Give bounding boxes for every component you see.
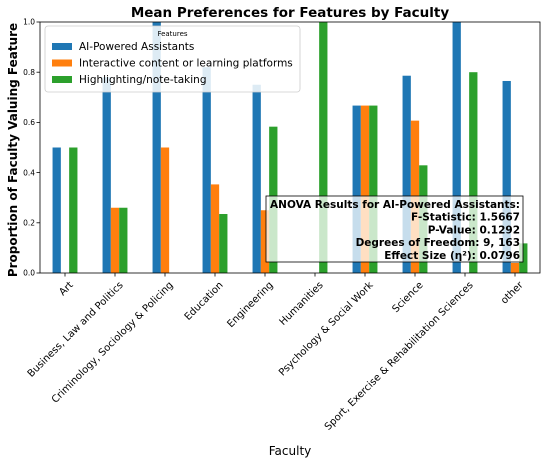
- y-ticks-group: 0.0 0.2 0.4 0.6 0.8 1.0: [23, 18, 40, 278]
- y-tick-label: 0.4: [23, 168, 35, 177]
- plot-frame: [39, 21, 541, 274]
- bar-2-3: [160, 147, 170, 273]
- x-tick-label: Humanities: [278, 280, 326, 328]
- bar-1-8: [402, 75, 411, 274]
- legend-label: Highlighting/note-taking: [79, 74, 207, 86]
- y-tick-label: 0.8: [23, 68, 35, 77]
- bar-1-9: [452, 22, 461, 273]
- y-tick-label: 0.6: [23, 118, 35, 127]
- anova-line: ANOVA Results for AI-Powered Assistants:: [270, 199, 520, 211]
- bar-2-5: [260, 210, 270, 273]
- bar-3-9: [469, 72, 478, 273]
- anova-line: Effect Size (η²): 0.0796: [384, 250, 520, 262]
- x-tick-label: Psychology & Social Work: [277, 280, 376, 379]
- bar-1-1: [52, 147, 61, 273]
- legend: Features AI-Powered Assistants Interactive…: [44, 25, 301, 93]
- anova-line: Degrees of Freedom: 9, 163: [356, 237, 520, 249]
- bar-2-7: [360, 105, 370, 273]
- bar-1-5: [252, 84, 261, 273]
- bar-3-1: [69, 147, 78, 273]
- x-tick-label: Art: [57, 280, 75, 298]
- bar-1-3: [152, 22, 161, 273]
- bar-1-10: [502, 80, 511, 273]
- legend-title: Features: [157, 30, 187, 38]
- legend-label: AI-Powered Assistants: [79, 41, 194, 53]
- anova-line: F-Statistic: 1.5667: [411, 212, 520, 224]
- x-tick-label: Engineering: [225, 280, 275, 330]
- bar-3-2: [119, 207, 128, 273]
- legend-swatch: [52, 59, 72, 67]
- anova-box: [265, 195, 524, 263]
- bar-1-4: [202, 67, 211, 274]
- x-tick-label: Business, Law and Politics: [26, 280, 126, 380]
- y-axis-label: Proportion of Faculty Valuing Feature: [6, 23, 20, 277]
- bar-1-7: [352, 105, 361, 273]
- chart-title: Mean Preferences for Features by Faculty: [131, 5, 450, 21]
- anova-line: P-Value: 0.1292: [428, 224, 520, 236]
- axes-group: [39, 21, 541, 274]
- bar-2-4: [210, 184, 220, 273]
- y-tick-label: 0.0: [23, 269, 35, 278]
- legend-swatch: [52, 43, 72, 50]
- bar-2-2: [110, 207, 120, 273]
- x-tick-label: Science: [390, 280, 425, 315]
- x-tick-label: Education: [183, 280, 226, 323]
- x-tick-label: other: [499, 279, 526, 306]
- legend-label: Interactive content or learning platform…: [79, 58, 293, 70]
- anova-annotation: ANOVA Results for AI-Powered Assistants:…: [265, 195, 524, 263]
- legend-swatch: [52, 76, 72, 83]
- bar-3-7: [369, 105, 378, 273]
- bar-3-4: [219, 214, 228, 273]
- legend-box: [44, 25, 301, 93]
- y-tick-label: 1.0: [23, 18, 35, 27]
- bar-3-6: [319, 22, 328, 273]
- bar-2-10: [510, 262, 520, 273]
- bar-1-2: [102, 77, 111, 273]
- x-axis-label: Faculty: [269, 444, 312, 458]
- y-tick-label: 0.2: [23, 219, 35, 228]
